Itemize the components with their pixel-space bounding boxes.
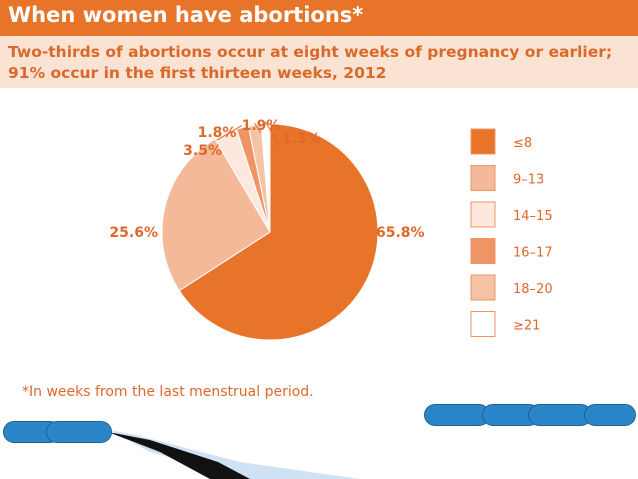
legend-label-14-15: 14–15 (513, 209, 553, 224)
pie-slice-le8 (178, 123, 379, 341)
slide-decoration (108, 430, 360, 479)
subtitle-bar (0, 36, 638, 88)
legend-swatch-18-20 (470, 274, 496, 301)
nav-button-5[interactable] (528, 404, 592, 426)
leader-line-18-20 (254, 122, 262, 134)
decorative-swoosh-dark (108, 432, 250, 479)
pie-slice-ge21 (260, 123, 271, 233)
header-bar (0, 0, 638, 36)
legend-label-16-17: 16–17 (513, 246, 553, 261)
pie-value-labels: 65.8% 25.6% 3.5% 1.8% 1.9%1.3% (109, 118, 424, 241)
value-label-ge21: 1.3% (282, 131, 321, 147)
legend-swatch-14-15 (470, 201, 496, 228)
value-label-16-17: 1.8% (198, 125, 237, 141)
nav-button-6[interactable] (584, 404, 636, 426)
decorative-swoosh-light (110, 430, 360, 479)
leader-line-16-17 (216, 125, 243, 141)
legend-swatch-ge21 (470, 311, 496, 337)
nav-button-2[interactable] (46, 421, 112, 443)
nav-button-3[interactable] (424, 404, 490, 426)
legend: ≤8 9–13 14–15 16–17 18–20 ≥21 (470, 128, 553, 337)
chart-title: When women have abortions* (8, 3, 364, 27)
pie-slices (161, 123, 379, 341)
legend-label-18-20: 18–20 (513, 282, 553, 297)
legend-swatch-16-17 (470, 238, 496, 264)
legend-swatch-9-13 (470, 165, 496, 191)
value-label-14-15: 3.5% (183, 143, 222, 159)
chart-subtitle: Two-thirds of abortions occur at eight w… (8, 43, 613, 82)
value-label-18-20: 1.9% (242, 118, 281, 134)
leader-line-ge21 (265, 121, 281, 147)
legend-swatch-le8 (470, 128, 496, 155)
value-label-le8: 65.8% (376, 225, 425, 241)
legend-label-le8: ≤8 (513, 136, 532, 151)
legend-label-9-13: 9–13 (513, 173, 544, 188)
value-label-9-13: 25.6% (109, 225, 158, 241)
footnote: *In weeks from the last menstrual period… (22, 384, 314, 400)
pie-slice-9-13 (161, 138, 271, 292)
legend-label-ge21: ≥21 (513, 319, 540, 334)
